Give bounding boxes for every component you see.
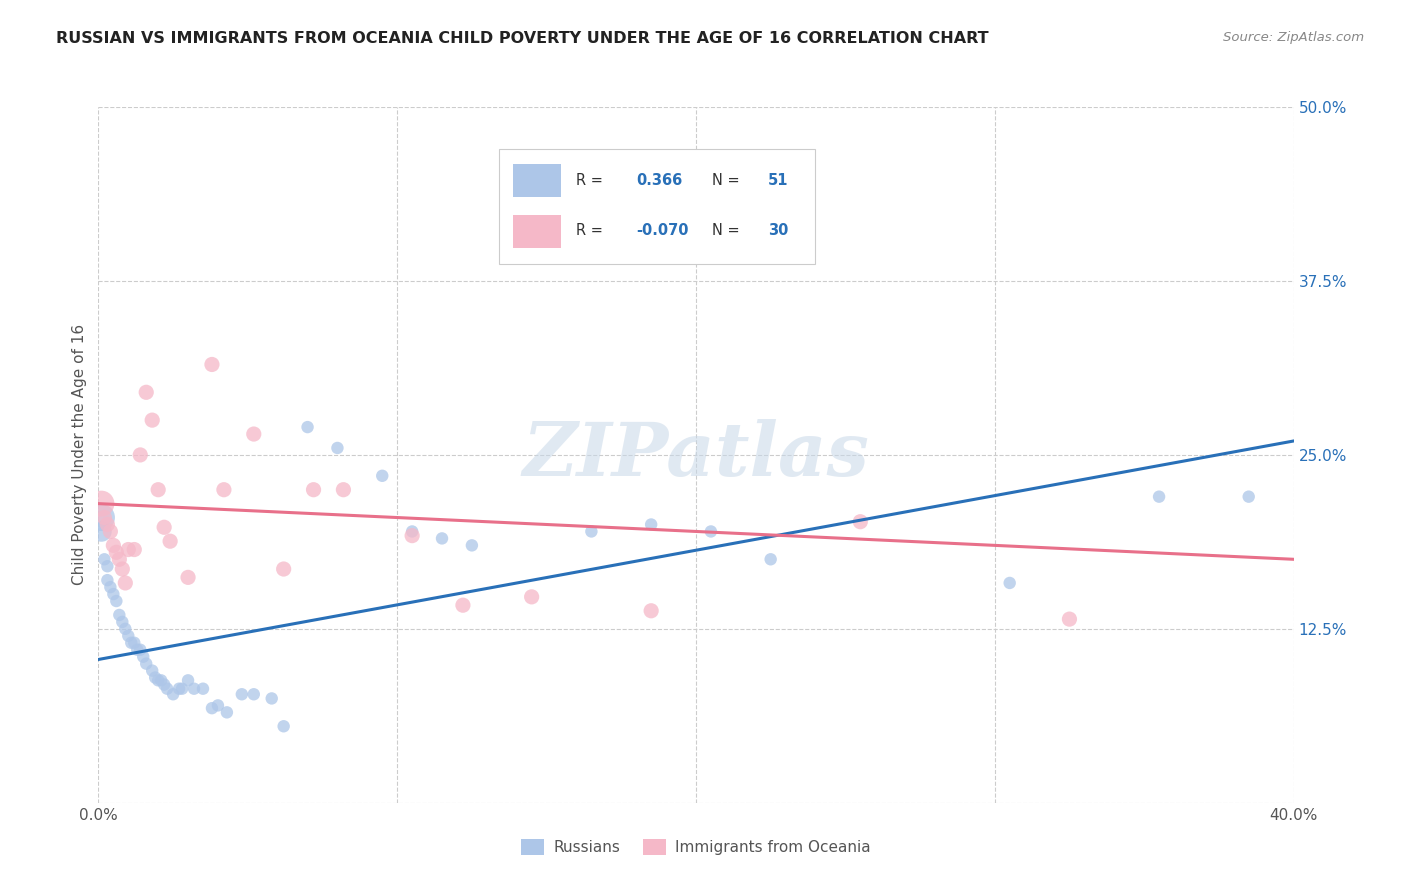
Point bbox=[849, 515, 872, 529]
Point bbox=[640, 517, 662, 532]
Point bbox=[90, 497, 112, 511]
Point bbox=[191, 681, 214, 696]
Point bbox=[153, 677, 176, 691]
Point bbox=[124, 636, 146, 650]
Point bbox=[640, 604, 662, 618]
Point bbox=[167, 681, 190, 696]
Bar bbox=[513, 215, 561, 248]
Point bbox=[243, 687, 266, 701]
Point bbox=[177, 570, 200, 584]
Point bbox=[401, 524, 423, 539]
Point bbox=[156, 681, 179, 696]
Point bbox=[1147, 490, 1170, 504]
Point bbox=[260, 691, 283, 706]
Point bbox=[93, 552, 115, 566]
Point bbox=[451, 598, 474, 612]
Y-axis label: Child Poverty Under the Age of 16: Child Poverty Under the Age of 16 bbox=[72, 325, 87, 585]
Point bbox=[117, 629, 139, 643]
Point bbox=[153, 520, 176, 534]
Text: 30: 30 bbox=[768, 223, 787, 237]
Point bbox=[135, 657, 157, 671]
Point bbox=[127, 642, 149, 657]
Point bbox=[108, 607, 131, 622]
Point bbox=[135, 385, 157, 400]
Point bbox=[273, 719, 295, 733]
Point bbox=[105, 545, 128, 559]
Point bbox=[297, 420, 319, 434]
Point bbox=[759, 552, 782, 566]
Text: ZIPatlas: ZIPatlas bbox=[523, 418, 869, 491]
Point bbox=[129, 642, 152, 657]
Point bbox=[162, 687, 184, 701]
Point bbox=[159, 534, 181, 549]
Point bbox=[105, 594, 128, 608]
Text: N =: N = bbox=[711, 173, 740, 188]
Point bbox=[108, 552, 131, 566]
Text: RUSSIAN VS IMMIGRANTS FROM OCEANIA CHILD POVERTY UNDER THE AGE OF 16 CORRELATION: RUSSIAN VS IMMIGRANTS FROM OCEANIA CHILD… bbox=[56, 31, 988, 46]
Text: 0.366: 0.366 bbox=[637, 173, 682, 188]
Point bbox=[212, 483, 235, 497]
Point bbox=[520, 219, 543, 233]
Point bbox=[172, 681, 194, 696]
Point bbox=[132, 649, 155, 664]
Point bbox=[273, 562, 295, 576]
Point bbox=[401, 528, 423, 542]
Text: R =: R = bbox=[576, 173, 603, 188]
Point bbox=[124, 542, 146, 557]
Point bbox=[98, 580, 122, 594]
Point bbox=[1237, 490, 1260, 504]
Point bbox=[98, 524, 122, 539]
Text: R =: R = bbox=[576, 223, 603, 237]
Point bbox=[111, 562, 134, 576]
Point bbox=[96, 517, 118, 532]
Point bbox=[129, 448, 152, 462]
Point bbox=[114, 576, 136, 591]
Point bbox=[520, 590, 543, 604]
Point bbox=[581, 524, 603, 539]
Point bbox=[114, 622, 136, 636]
Point bbox=[148, 483, 170, 497]
Point bbox=[90, 510, 112, 524]
Point bbox=[150, 673, 173, 688]
Point bbox=[371, 468, 394, 483]
Point bbox=[120, 636, 142, 650]
Point bbox=[141, 413, 163, 427]
Point bbox=[332, 483, 354, 497]
Point bbox=[103, 538, 125, 552]
Point bbox=[430, 532, 453, 546]
Point bbox=[231, 687, 253, 701]
Point bbox=[201, 701, 224, 715]
Point bbox=[1059, 612, 1081, 626]
Point bbox=[111, 615, 134, 629]
Point bbox=[143, 671, 166, 685]
Text: 51: 51 bbox=[768, 173, 789, 188]
Bar bbox=[513, 164, 561, 197]
Point bbox=[96, 573, 118, 587]
Point bbox=[177, 673, 200, 688]
Point bbox=[998, 576, 1021, 591]
Text: Source: ZipAtlas.com: Source: ZipAtlas.com bbox=[1223, 31, 1364, 45]
Point bbox=[148, 673, 170, 688]
Point bbox=[141, 664, 163, 678]
Text: N =: N = bbox=[711, 223, 740, 237]
FancyBboxPatch shape bbox=[499, 149, 815, 264]
Point bbox=[215, 706, 238, 720]
Point bbox=[207, 698, 229, 713]
Point bbox=[243, 427, 266, 442]
Point bbox=[103, 587, 125, 601]
Point bbox=[117, 542, 139, 557]
Point bbox=[700, 524, 723, 539]
Point bbox=[201, 358, 224, 372]
Point bbox=[183, 681, 205, 696]
Text: -0.070: -0.070 bbox=[637, 223, 689, 237]
Point bbox=[302, 483, 325, 497]
Point bbox=[90, 524, 112, 539]
Point bbox=[96, 559, 118, 574]
Point bbox=[326, 441, 349, 455]
Legend: Russians, Immigrants from Oceania: Russians, Immigrants from Oceania bbox=[515, 833, 877, 862]
Point bbox=[93, 510, 115, 524]
Point bbox=[461, 538, 484, 552]
